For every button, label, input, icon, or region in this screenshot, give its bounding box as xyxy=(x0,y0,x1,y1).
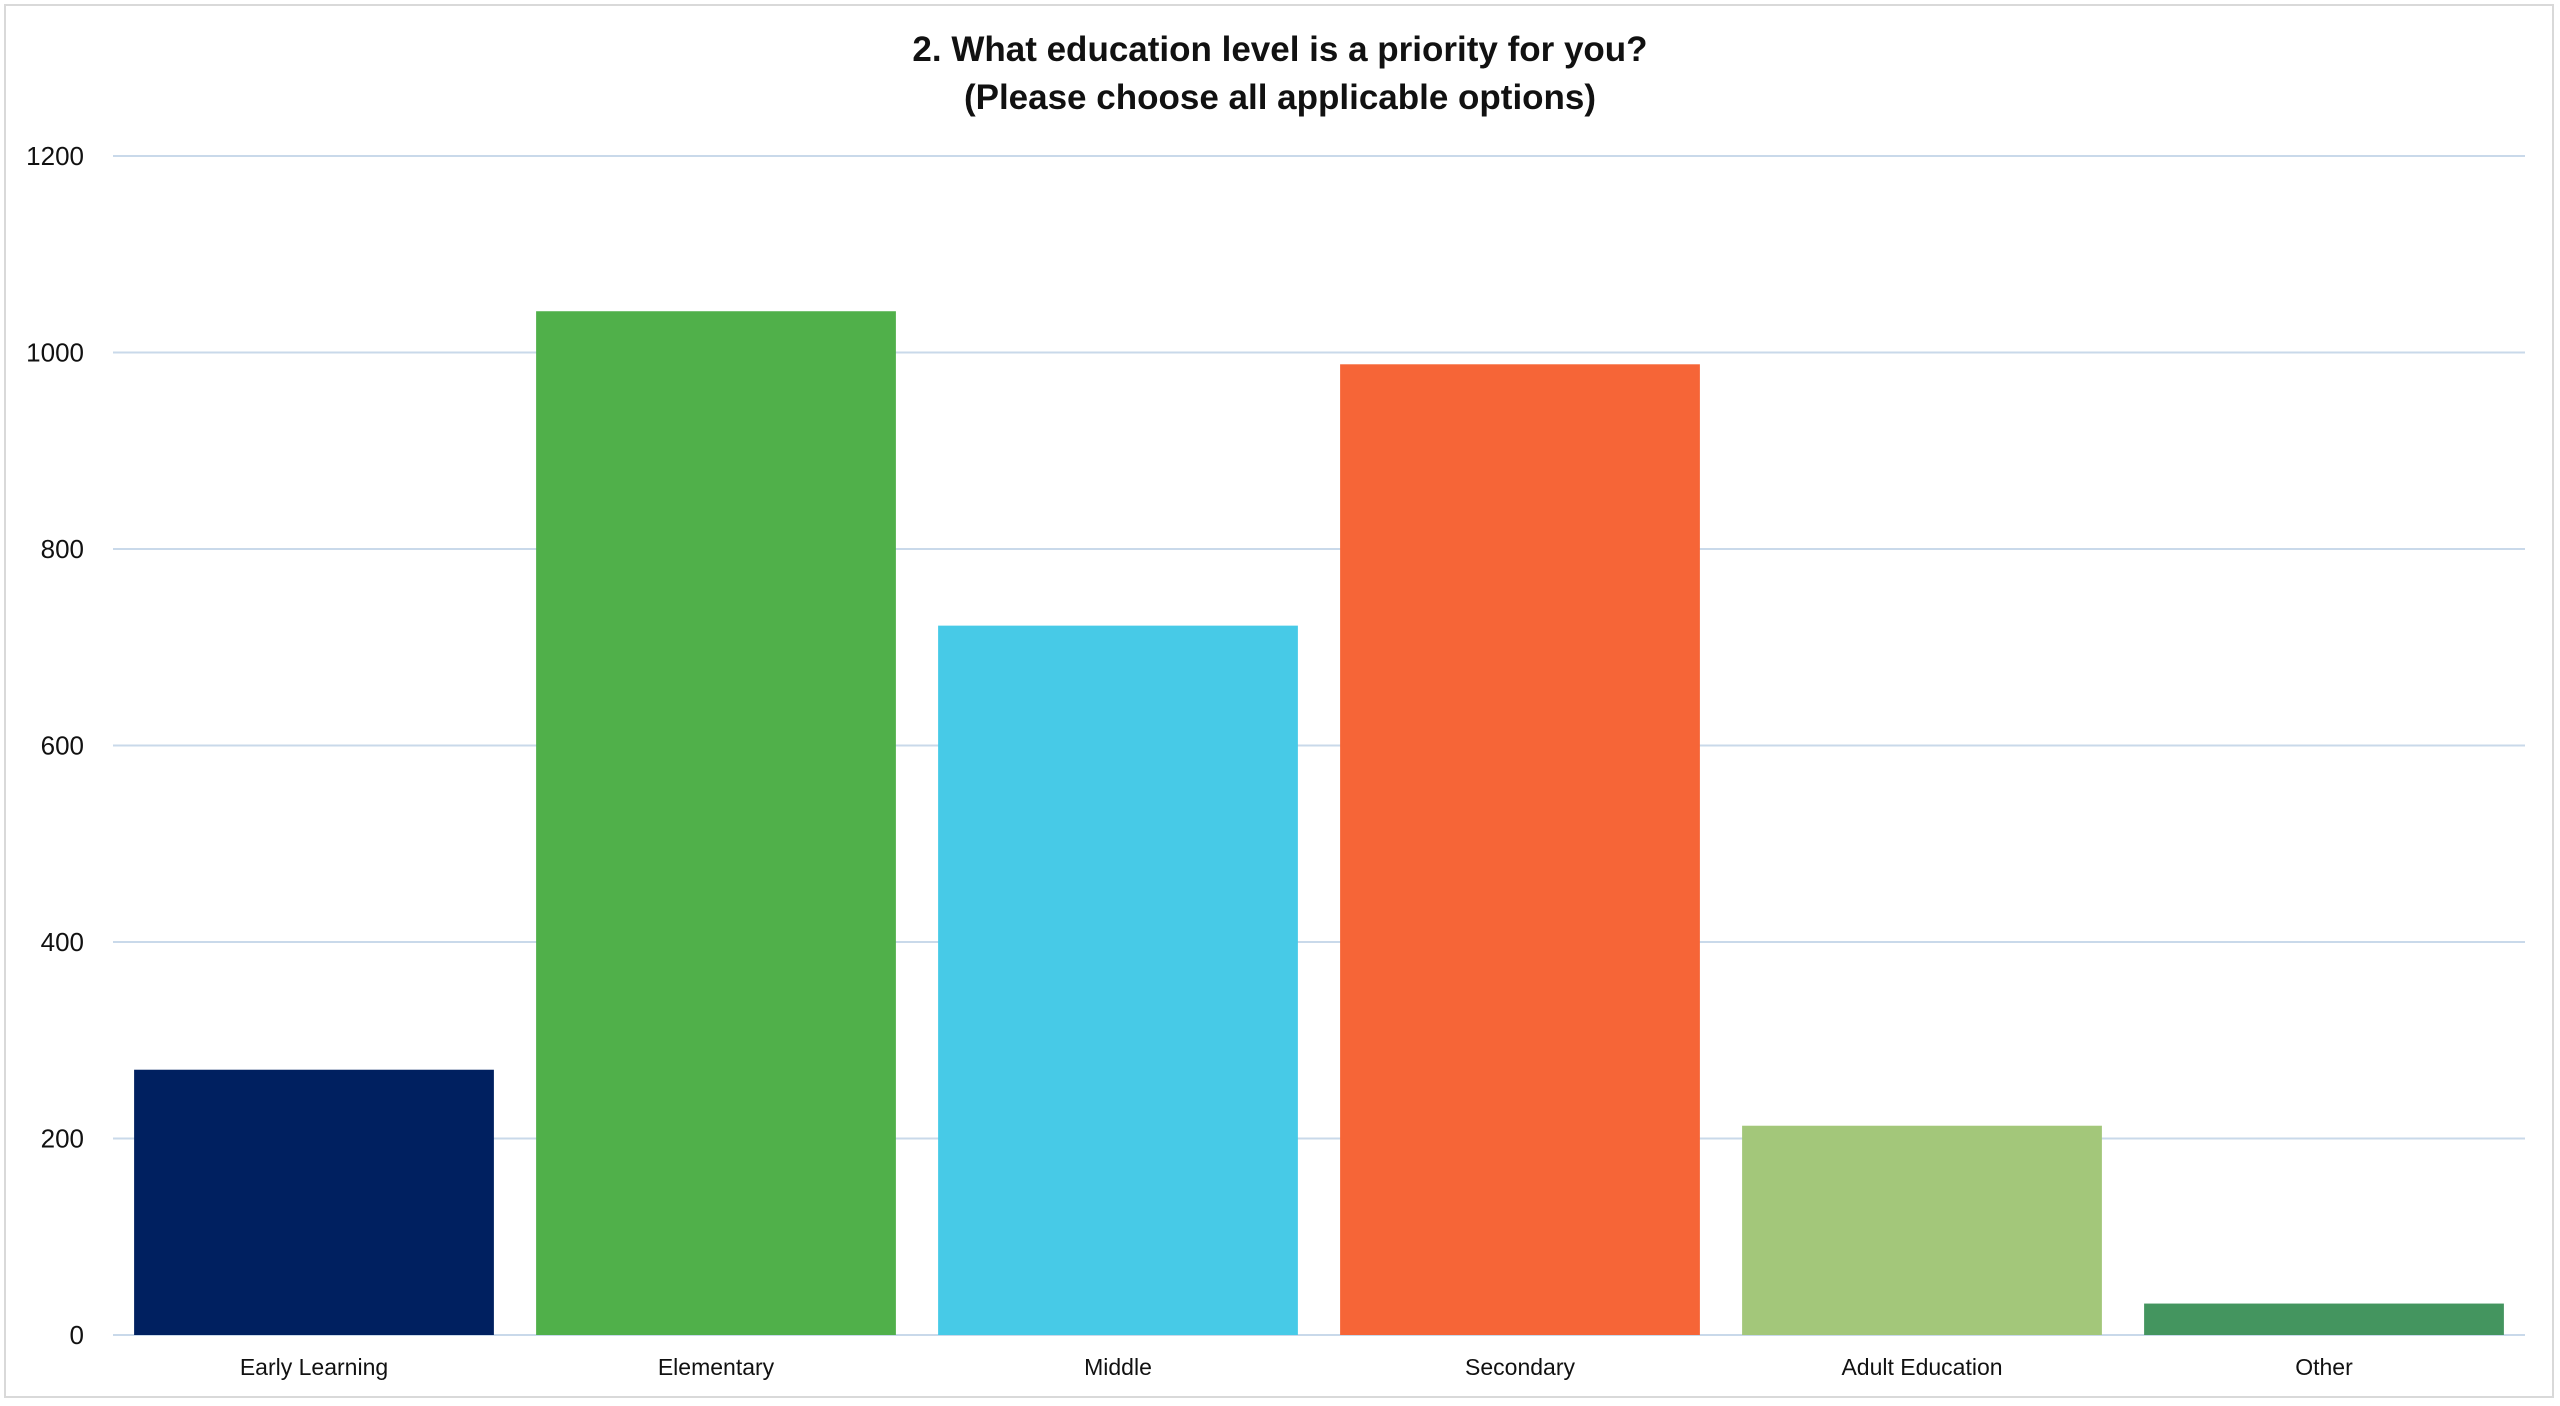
y-axis-ticks: 0 200 400 600 800 1000 1200 xyxy=(26,141,84,1350)
y-tick-label: 0 xyxy=(70,1320,84,1350)
x-category-label: Elementary xyxy=(658,1354,775,1380)
y-tick-label: 400 xyxy=(41,927,84,957)
bar-secondary xyxy=(1340,364,1700,1335)
x-category-label: Other xyxy=(2295,1354,2353,1380)
y-tick-label: 800 xyxy=(41,534,84,564)
chart-title: 2. What education level is a priority fo… xyxy=(912,30,1647,69)
x-axis-categories: Early Learning Elementary Middle Secondary A… xyxy=(240,1354,2353,1380)
y-tick-label: 600 xyxy=(41,731,84,761)
bars xyxy=(134,311,2504,1335)
x-category-label: Early Learning xyxy=(240,1354,388,1380)
bar-early-learning xyxy=(134,1069,494,1335)
x-category-label: Adult Education xyxy=(1841,1354,2002,1380)
y-tick-label: 1000 xyxy=(26,338,84,368)
x-category-label: Secondary xyxy=(1465,1354,1575,1380)
bar-other xyxy=(2144,1303,2504,1335)
bar-middle xyxy=(938,625,1298,1335)
chart-subtitle: (Please choose all applicable options) xyxy=(964,78,1596,117)
gridlines xyxy=(113,155,2525,1336)
x-category-label: Middle xyxy=(1084,1354,1152,1380)
bar-elementary xyxy=(536,311,896,1335)
bar-adult-education xyxy=(1742,1125,2102,1335)
y-tick-label: 1200 xyxy=(26,141,84,171)
y-tick-label: 200 xyxy=(41,1124,84,1154)
